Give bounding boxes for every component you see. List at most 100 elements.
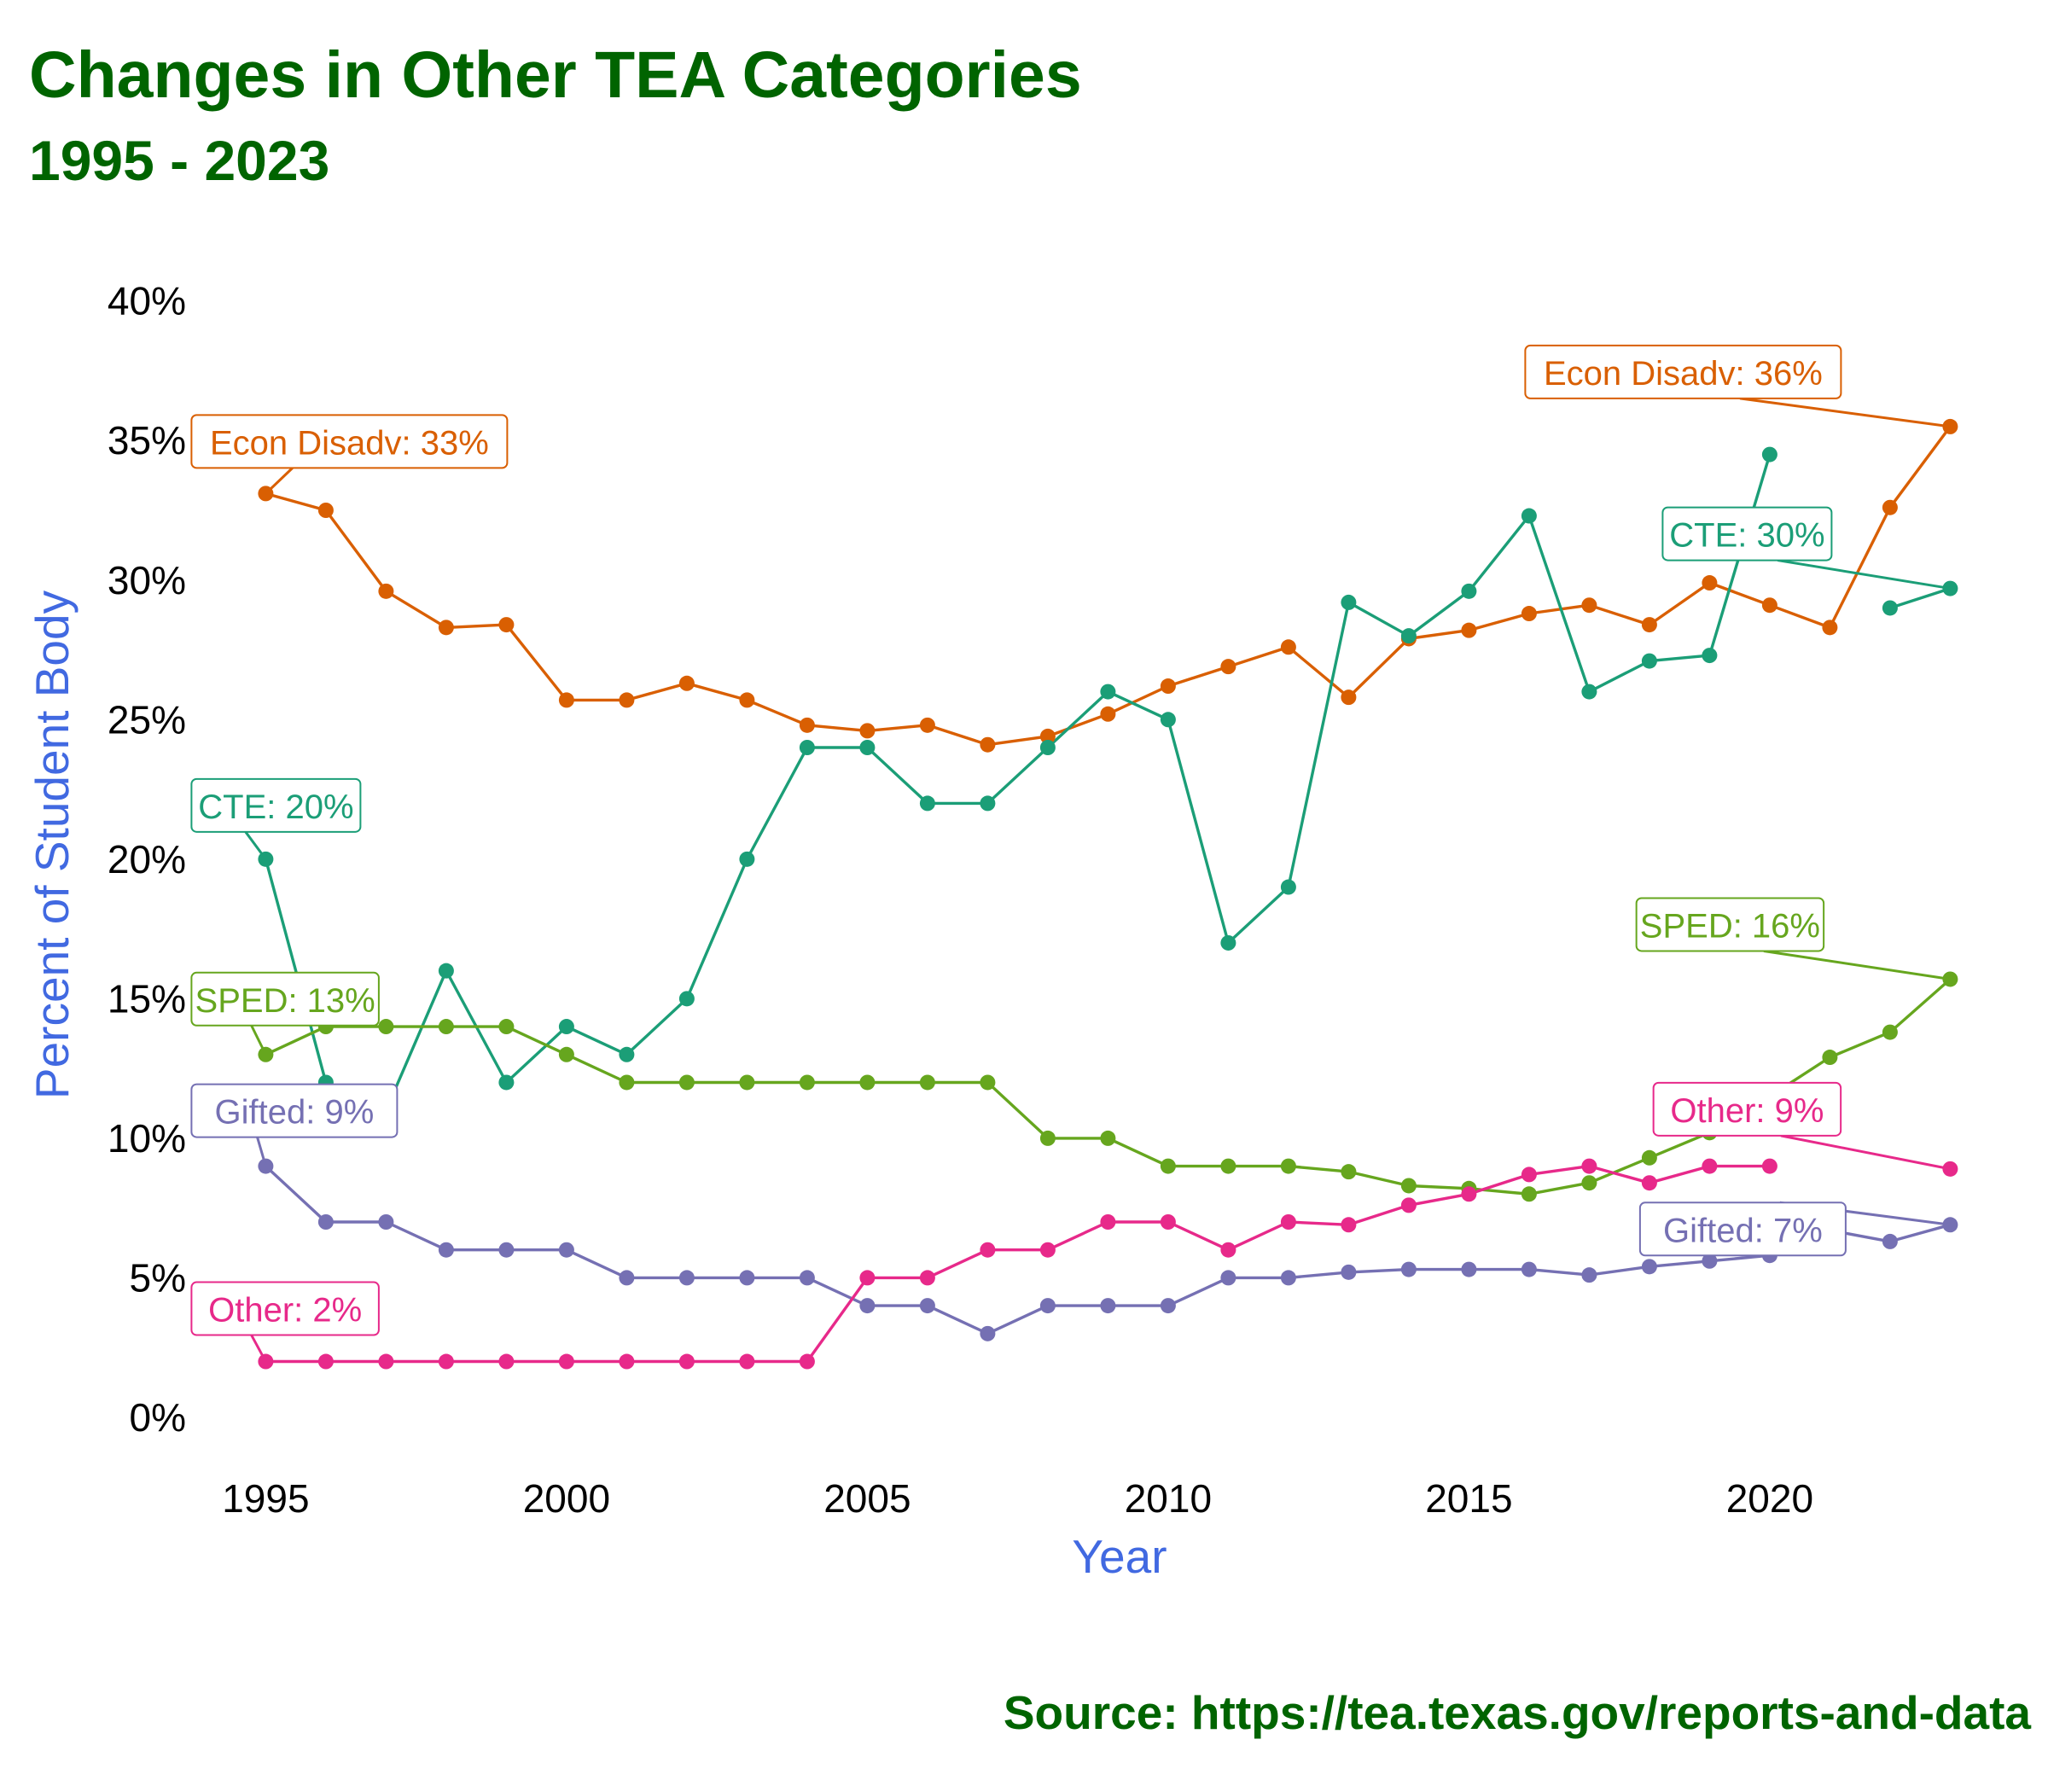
x-tick-label: 2005 (823, 1476, 911, 1521)
chart-subtitle: 1995 - 2023 (29, 129, 330, 192)
data-point-other (317, 1353, 334, 1370)
series-label-gifted: Gifted: 7% (1663, 1212, 1823, 1249)
y-axis-title: Percent of Student Body (26, 590, 79, 1099)
data-point-other (1521, 1167, 1537, 1183)
data-point-sped (1882, 1024, 1898, 1040)
data-point-gifted (1100, 1298, 1116, 1314)
data-point-gifted (1160, 1298, 1176, 1314)
data-point-gifted (1039, 1298, 1056, 1314)
data-point-econ-disadv (859, 723, 876, 739)
data-point-sped (1400, 1178, 1417, 1194)
series-line-cte (264, 454, 1772, 1112)
x-tick-label: 2020 (1726, 1476, 1813, 1521)
data-point-econ-disadv (1461, 622, 1477, 638)
data-point-other (799, 1353, 815, 1370)
data-point-sped (1160, 1158, 1176, 1174)
label-box (1524, 344, 1842, 399)
data-point-cte (739, 851, 755, 867)
data-point-cte (1521, 508, 1537, 524)
data-point-gifted (799, 1270, 815, 1286)
data-point-econ-disadv (1581, 597, 1597, 614)
data-point-sped (558, 1046, 574, 1062)
y-tick-label: 30% (108, 558, 186, 602)
data-point-cte (558, 1019, 574, 1035)
data-point-sped (438, 1019, 454, 1035)
data-point-gifted (980, 1325, 996, 1341)
data-point-sped (1220, 1158, 1236, 1174)
data-point-other (1280, 1214, 1296, 1230)
x-tick-label: 1995 (222, 1476, 309, 1521)
label-leader-line (1777, 559, 1951, 591)
y-tick-label: 35% (108, 418, 186, 463)
data-point-other (1100, 1214, 1116, 1230)
y-tick-label: 10% (108, 1116, 186, 1161)
data-point-econ-disadv (558, 692, 574, 708)
y-tick-label: 15% (108, 976, 186, 1021)
label-leader-line (250, 1334, 267, 1363)
data-point-other (1461, 1186, 1477, 1202)
data-point-econ-disadv (678, 675, 695, 691)
data-point-cte (1702, 648, 1718, 664)
series-label-sped: SPED: 13% (195, 982, 375, 1020)
data-point-cte (1341, 594, 1357, 610)
data-point-gifted (1521, 1261, 1537, 1277)
data-point-gifted (438, 1242, 454, 1258)
label-leader-line (244, 830, 267, 860)
data-point-econ-disadv (1280, 639, 1296, 655)
label-leader-line (1780, 1134, 1951, 1171)
label-box (190, 1083, 399, 1138)
x-tick-label: 2015 (1425, 1476, 1512, 1521)
data-point-gifted (1220, 1270, 1236, 1286)
data-point-other (859, 1270, 876, 1286)
label-leader-line (250, 1025, 267, 1056)
data-point-gifted (317, 1214, 334, 1230)
data-point-cte (498, 1074, 515, 1091)
series-label-econ-disadv: Econ Disadv: 36% (1544, 355, 1823, 393)
series-label-other: Other: 9% (1670, 1092, 1824, 1130)
data-point-sped (1581, 1175, 1597, 1191)
label-leader-line (256, 1137, 267, 1167)
data-point-gifted (919, 1298, 935, 1314)
data-point-gifted (1461, 1261, 1477, 1277)
data-point-gifted (1641, 1259, 1657, 1275)
data-point-sped (1521, 1186, 1537, 1202)
data-point-other (1702, 1158, 1718, 1174)
chart-source: Source: https://tea.texas.gov/reports-an… (1003, 1686, 2031, 1739)
data-point-other (980, 1242, 996, 1258)
x-axis-title: Year (1072, 1530, 1167, 1583)
data-point-econ-disadv (1702, 575, 1718, 591)
data-point-econ-disadv (739, 692, 755, 708)
data-point-econ-disadv (438, 620, 454, 636)
data-point-sped (799, 1074, 815, 1091)
data-point-cte (799, 740, 815, 755)
data-point-cte (1882, 600, 1898, 616)
data-point-econ-disadv (799, 717, 815, 733)
y-tick-label: 5% (130, 1255, 186, 1300)
data-point-sped (1641, 1149, 1657, 1166)
data-point-other (1220, 1242, 1236, 1258)
data-point-econ-disadv (980, 736, 996, 753)
data-point-econ-disadv (1220, 659, 1236, 675)
data-point-cte (1280, 879, 1296, 895)
data-point-other (438, 1353, 454, 1370)
data-point-cte (1581, 684, 1597, 700)
data-point-other (1400, 1197, 1417, 1213)
series-label-cte: CTE: 20% (198, 788, 353, 826)
data-point-cte (859, 740, 876, 755)
label-box (190, 414, 509, 469)
data-point-gifted (558, 1242, 574, 1258)
data-point-other (619, 1353, 635, 1370)
data-point-gifted (498, 1242, 515, 1258)
data-point-sped (378, 1019, 394, 1035)
y-tick-label: 20% (108, 837, 186, 881)
x-tick-label: 2010 (1125, 1476, 1212, 1521)
data-point-cte (1761, 446, 1777, 463)
data-point-econ-disadv (919, 717, 935, 733)
data-point-sped (1100, 1130, 1116, 1146)
data-point-econ-disadv (1882, 499, 1898, 515)
data-point-sped (678, 1074, 695, 1091)
data-point-gifted (378, 1214, 394, 1230)
data-point-other (1761, 1158, 1777, 1174)
series-labels: Econ Disadv: 33% CTE: 20% SPED: 13% Gifted:… (190, 344, 1951, 1363)
label-box (190, 1281, 380, 1336)
